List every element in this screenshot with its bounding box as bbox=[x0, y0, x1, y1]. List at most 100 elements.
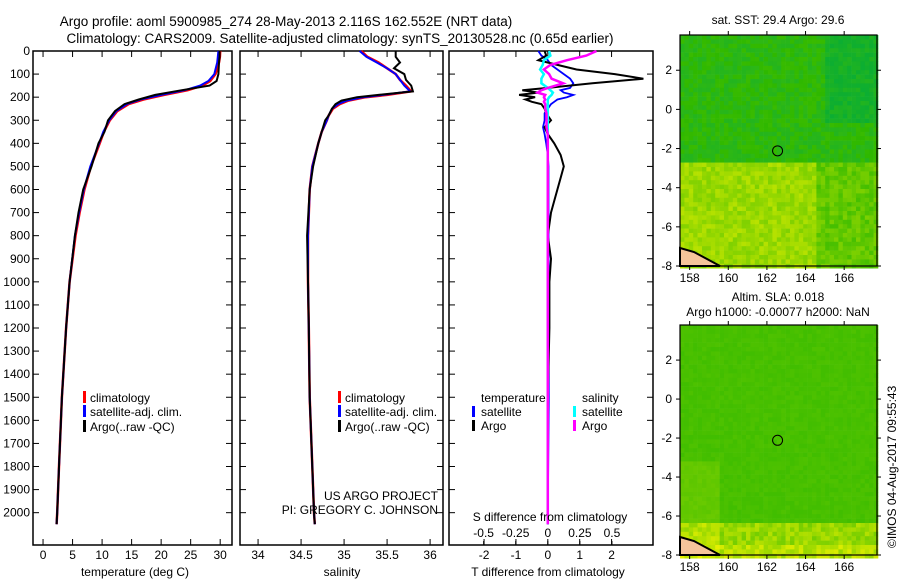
map-cell bbox=[842, 351, 848, 357]
map-cell bbox=[684, 338, 690, 343]
map-cell bbox=[869, 333, 874, 339]
map-cell bbox=[856, 109, 861, 115]
map-cell bbox=[680, 175, 685, 181]
map-cell bbox=[693, 435, 698, 440]
map-cell bbox=[728, 474, 734, 480]
map-cell bbox=[702, 74, 707, 80]
map-cell bbox=[785, 325, 791, 330]
map-cell bbox=[719, 518, 725, 524]
map-cell bbox=[825, 259, 830, 265]
map-cell bbox=[728, 101, 734, 106]
map-cell bbox=[829, 470, 835, 475]
map-cell bbox=[825, 465, 830, 471]
map-cell bbox=[838, 180, 844, 185]
map-cell bbox=[776, 48, 782, 53]
map-cell bbox=[702, 101, 707, 106]
map-cell bbox=[803, 545, 808, 550]
map-cell bbox=[820, 531, 826, 537]
map-cell bbox=[693, 206, 698, 212]
map-cell bbox=[688, 509, 694, 515]
map-cell bbox=[829, 158, 835, 163]
x-tick-label: 34 bbox=[251, 548, 265, 562]
map-cell bbox=[798, 70, 804, 75]
map-cell bbox=[724, 96, 729, 102]
map-cell bbox=[864, 206, 870, 212]
map-cell bbox=[825, 518, 830, 524]
map-cell bbox=[746, 127, 751, 133]
y-tick-label: 1400 bbox=[3, 367, 30, 381]
map-cell bbox=[785, 48, 791, 53]
map-cell bbox=[825, 65, 830, 71]
map-cell bbox=[873, 487, 879, 493]
map-cell bbox=[860, 149, 866, 155]
map-cell bbox=[715, 237, 720, 243]
map-cell bbox=[829, 105, 835, 111]
map-cell bbox=[732, 439, 738, 445]
map-cell bbox=[834, 65, 839, 71]
map-cell bbox=[864, 523, 870, 528]
map-cell bbox=[798, 399, 804, 405]
map-cell bbox=[820, 140, 826, 146]
map-cell bbox=[719, 114, 725, 119]
map-cell bbox=[732, 250, 738, 256]
map-cell bbox=[702, 452, 707, 458]
map-cell bbox=[781, 333, 786, 339]
map-cell bbox=[856, 549, 861, 555]
map-cell bbox=[776, 413, 782, 418]
map-cell bbox=[702, 123, 707, 128]
map-cell bbox=[680, 426, 685, 431]
map-cell bbox=[763, 149, 769, 155]
map-cell bbox=[838, 162, 844, 168]
map-cell bbox=[869, 391, 874, 396]
map-cell bbox=[706, 175, 712, 181]
map-cell bbox=[860, 435, 866, 440]
map-cell bbox=[732, 465, 738, 471]
map-cell bbox=[785, 158, 791, 163]
map-cell bbox=[737, 430, 742, 436]
map-cell bbox=[829, 465, 835, 471]
map-cell bbox=[693, 237, 698, 243]
map-cell bbox=[688, 61, 694, 67]
map-cell bbox=[768, 527, 773, 533]
map-cell bbox=[732, 382, 738, 387]
map-cell bbox=[706, 421, 712, 427]
map-cell bbox=[715, 202, 720, 207]
map-cell bbox=[807, 61, 813, 67]
map-cell bbox=[820, 105, 826, 111]
map-cell bbox=[697, 531, 703, 537]
map-cell bbox=[829, 373, 835, 379]
map-cell bbox=[803, 325, 808, 330]
map-cell bbox=[776, 193, 782, 199]
map-cell bbox=[860, 448, 866, 453]
map-cell bbox=[864, 105, 870, 111]
map-cell bbox=[737, 70, 742, 75]
map-cell bbox=[829, 391, 835, 396]
map-cell bbox=[798, 184, 804, 190]
map-cell bbox=[737, 101, 742, 106]
map-cell bbox=[847, 193, 852, 199]
map-cell bbox=[842, 255, 848, 260]
map-cell bbox=[807, 325, 813, 330]
map-cell bbox=[856, 105, 861, 111]
map-cell bbox=[842, 421, 848, 427]
map-cell bbox=[728, 43, 734, 49]
map-cell bbox=[702, 43, 707, 49]
map-cell bbox=[728, 109, 734, 115]
map-cell bbox=[724, 127, 729, 133]
map-cell bbox=[790, 509, 795, 515]
map-cell bbox=[794, 215, 800, 221]
map-cell bbox=[697, 435, 703, 440]
map-cell bbox=[825, 175, 830, 181]
map-cell bbox=[851, 399, 857, 405]
map-cell bbox=[763, 545, 769, 550]
map-cell bbox=[728, 452, 734, 458]
map-cell bbox=[719, 127, 725, 133]
map-cell bbox=[680, 470, 685, 475]
map-cell bbox=[790, 413, 795, 418]
map-cell bbox=[816, 443, 822, 449]
map-cell bbox=[688, 35, 694, 40]
map-cell bbox=[864, 421, 870, 427]
map-cell bbox=[807, 545, 813, 550]
map-cell bbox=[838, 219, 844, 225]
map-cell bbox=[746, 545, 751, 550]
